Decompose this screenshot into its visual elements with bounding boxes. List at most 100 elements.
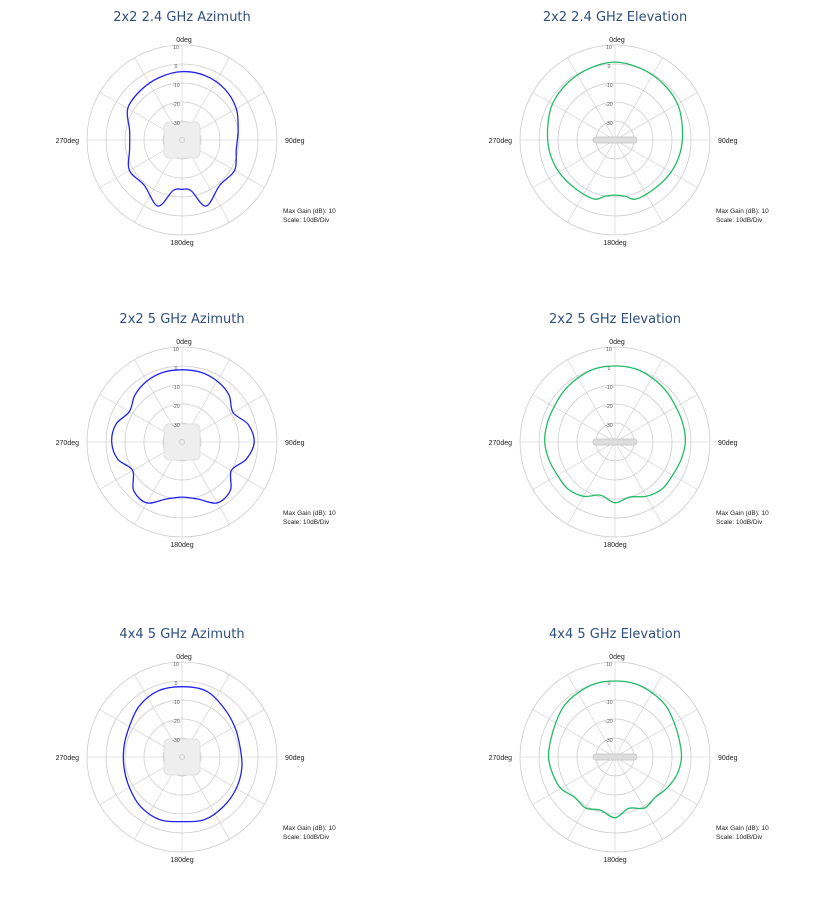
polar-chart: 10 0 -10 -20 -30 0deg 90deg 180deg 270deg Max Gai… bbox=[56, 37, 336, 247]
grid-spoke bbox=[614, 674, 663, 758]
access-point-icon bbox=[163, 121, 201, 159]
direction-label: 180deg bbox=[170, 542, 193, 549]
radial-tick-label: -10 bbox=[172, 83, 179, 89]
grid-spoke bbox=[532, 394, 616, 443]
grid-spoke bbox=[532, 709, 616, 758]
scale-label: Scale: 10dB/Div bbox=[716, 217, 763, 224]
direction-label: 270deg bbox=[489, 138, 512, 145]
grid-spoke bbox=[614, 139, 663, 223]
direction-label: 90deg bbox=[285, 755, 305, 762]
grid-spoke bbox=[614, 756, 698, 805]
radial-tick-label: 10 bbox=[606, 347, 612, 353]
radiation-pattern-line bbox=[543, 365, 687, 504]
chart-title: 2x2 5 GHz Azimuth bbox=[119, 312, 245, 327]
direction-label: 0deg bbox=[609, 654, 625, 661]
polar-chart: 10 0 -10 -20 -30 0deg 90deg 180deg 270deg Max Gai… bbox=[489, 37, 769, 247]
grid-spoke bbox=[532, 92, 616, 141]
max-gain-label: Max Gain (dB): 10 bbox=[716, 825, 769, 832]
direction-label: 0deg bbox=[176, 654, 192, 661]
direction-label: 270deg bbox=[56, 440, 79, 447]
radial-tick-label: 0 bbox=[175, 64, 178, 70]
radial-tick-label: -30 bbox=[605, 423, 612, 429]
polar-chart: 10 0 -10 -20 -30 0deg 90deg 180deg 270deg Max Gai… bbox=[489, 654, 769, 864]
polar-chart: 10 0 -10 -20 -30 0deg 90deg 180deg 270deg Max Gai… bbox=[489, 339, 769, 549]
grid-spoke bbox=[614, 441, 698, 490]
radial-tick-label: 0 bbox=[608, 64, 611, 70]
radial-tick-label: 10 bbox=[173, 45, 179, 51]
chart-title: 2x2 5 GHz Elevation bbox=[549, 312, 681, 327]
direction-label: 270deg bbox=[56, 138, 79, 145]
direction-label: 90deg bbox=[285, 440, 305, 447]
radial-tick-label: -20 bbox=[172, 102, 179, 108]
direction-label: 90deg bbox=[285, 138, 305, 145]
radial-tick-label: -20 bbox=[605, 102, 612, 108]
radial-tick-label: 10 bbox=[606, 45, 612, 51]
radial-tick-label: -30 bbox=[605, 738, 612, 744]
direction-label: 0deg bbox=[176, 37, 192, 44]
radiation-pattern-line bbox=[547, 680, 683, 819]
chart-title: 2x2 2.4 GHz Elevation bbox=[542, 10, 688, 25]
scale-label: Scale: 10dB/Div bbox=[283, 834, 330, 841]
direction-label: 90deg bbox=[718, 440, 738, 447]
direction-label: 180deg bbox=[603, 857, 626, 864]
direction-label: 0deg bbox=[176, 339, 192, 346]
access-point-side-icon bbox=[592, 753, 638, 761]
grid-spoke bbox=[614, 359, 663, 443]
grid-spoke bbox=[614, 139, 698, 188]
grid-spoke bbox=[567, 756, 616, 840]
chart-panel-2: 2x2 2.4 GHz Elevation 10 0 -10 -20 -30 0deg 90… bbox=[435, 10, 795, 280]
access-point-icon bbox=[163, 738, 201, 776]
grid-spoke bbox=[532, 441, 616, 490]
chart-panel-3: 2x2 5 GHz Azimuth 10 0 -10 -20 -30 0deg 90deg 1… bbox=[2, 312, 362, 582]
radial-tick-label: -20 bbox=[172, 404, 179, 410]
grid-spoke bbox=[614, 92, 698, 141]
grid-spoke bbox=[567, 674, 616, 758]
radial-tick-label: 0 bbox=[608, 681, 611, 687]
polar-chart: 10 0 -10 -20 -30 0deg 90deg 180deg 270deg Max Gai… bbox=[56, 339, 336, 549]
polar-chart: 10 0 -10 -20 -30 0deg 90deg 180deg 270deg Max Gai… bbox=[56, 654, 336, 864]
radiation-pattern-line bbox=[122, 686, 243, 823]
radial-tick-label: -10 bbox=[172, 385, 179, 391]
access-point-led-icon bbox=[179, 137, 185, 143]
radial-tick-label: 10 bbox=[173, 347, 179, 353]
scale-label: Scale: 10dB/Div bbox=[716, 519, 763, 526]
grid-spoke bbox=[614, 709, 698, 758]
radiation-pattern-line bbox=[126, 70, 239, 207]
scale-label: Scale: 10dB/Div bbox=[283, 217, 330, 224]
radiation-pattern-line bbox=[111, 369, 255, 504]
radial-tick-label: -20 bbox=[172, 719, 179, 725]
grid-spoke bbox=[532, 756, 616, 805]
radial-tick-label: -30 bbox=[605, 121, 612, 127]
direction-label: 180deg bbox=[603, 542, 626, 549]
direction-label: 0deg bbox=[609, 339, 625, 346]
radial-tick-label: -10 bbox=[605, 83, 612, 89]
radial-tick-label: -30 bbox=[172, 423, 179, 429]
chart-title: 4x4 5 GHz Elevation bbox=[549, 627, 681, 642]
access-point-side-icon bbox=[592, 136, 638, 144]
radial-tick-label: -10 bbox=[172, 700, 179, 706]
radial-tick-label: 10 bbox=[606, 662, 612, 668]
direction-label: 180deg bbox=[603, 240, 626, 247]
direction-label: 270deg bbox=[489, 440, 512, 447]
max-gain-label: Max Gain (dB): 10 bbox=[283, 510, 336, 517]
max-gain-label: Max Gain (dB): 10 bbox=[283, 208, 336, 215]
grid-spoke bbox=[614, 57, 663, 141]
access-point-led-icon bbox=[179, 439, 185, 445]
radial-tick-label: 0 bbox=[175, 681, 178, 687]
chart-title: 2x2 2.4 GHz Azimuth bbox=[113, 10, 251, 25]
grid-spoke bbox=[614, 394, 698, 443]
grid-spoke bbox=[614, 756, 663, 840]
grid-spoke bbox=[614, 441, 663, 525]
chart-panel-5: 4x4 5 GHz Azimuth 10 0 -10 -20 -30 0deg 90deg 1… bbox=[2, 627, 362, 897]
chart-panel-1: 2x2 2.4 GHz Azimuth 10 0 -10 -20 -30 0deg 90de… bbox=[2, 10, 362, 280]
direction-label: 90deg bbox=[718, 755, 738, 762]
max-gain-label: Max Gain (dB): 10 bbox=[716, 510, 769, 517]
grid-spoke bbox=[567, 359, 616, 443]
grid-spoke bbox=[567, 441, 616, 525]
radial-tick-label: 0 bbox=[175, 366, 178, 372]
grid-spoke bbox=[567, 57, 616, 141]
radial-tick-label: 10 bbox=[173, 662, 179, 668]
direction-label: 180deg bbox=[170, 240, 193, 247]
chart-panel-4: 2x2 5 GHz Elevation 10 0 -10 -20 -30 0deg 90de… bbox=[435, 312, 795, 582]
radiation-pattern-line bbox=[546, 61, 684, 200]
